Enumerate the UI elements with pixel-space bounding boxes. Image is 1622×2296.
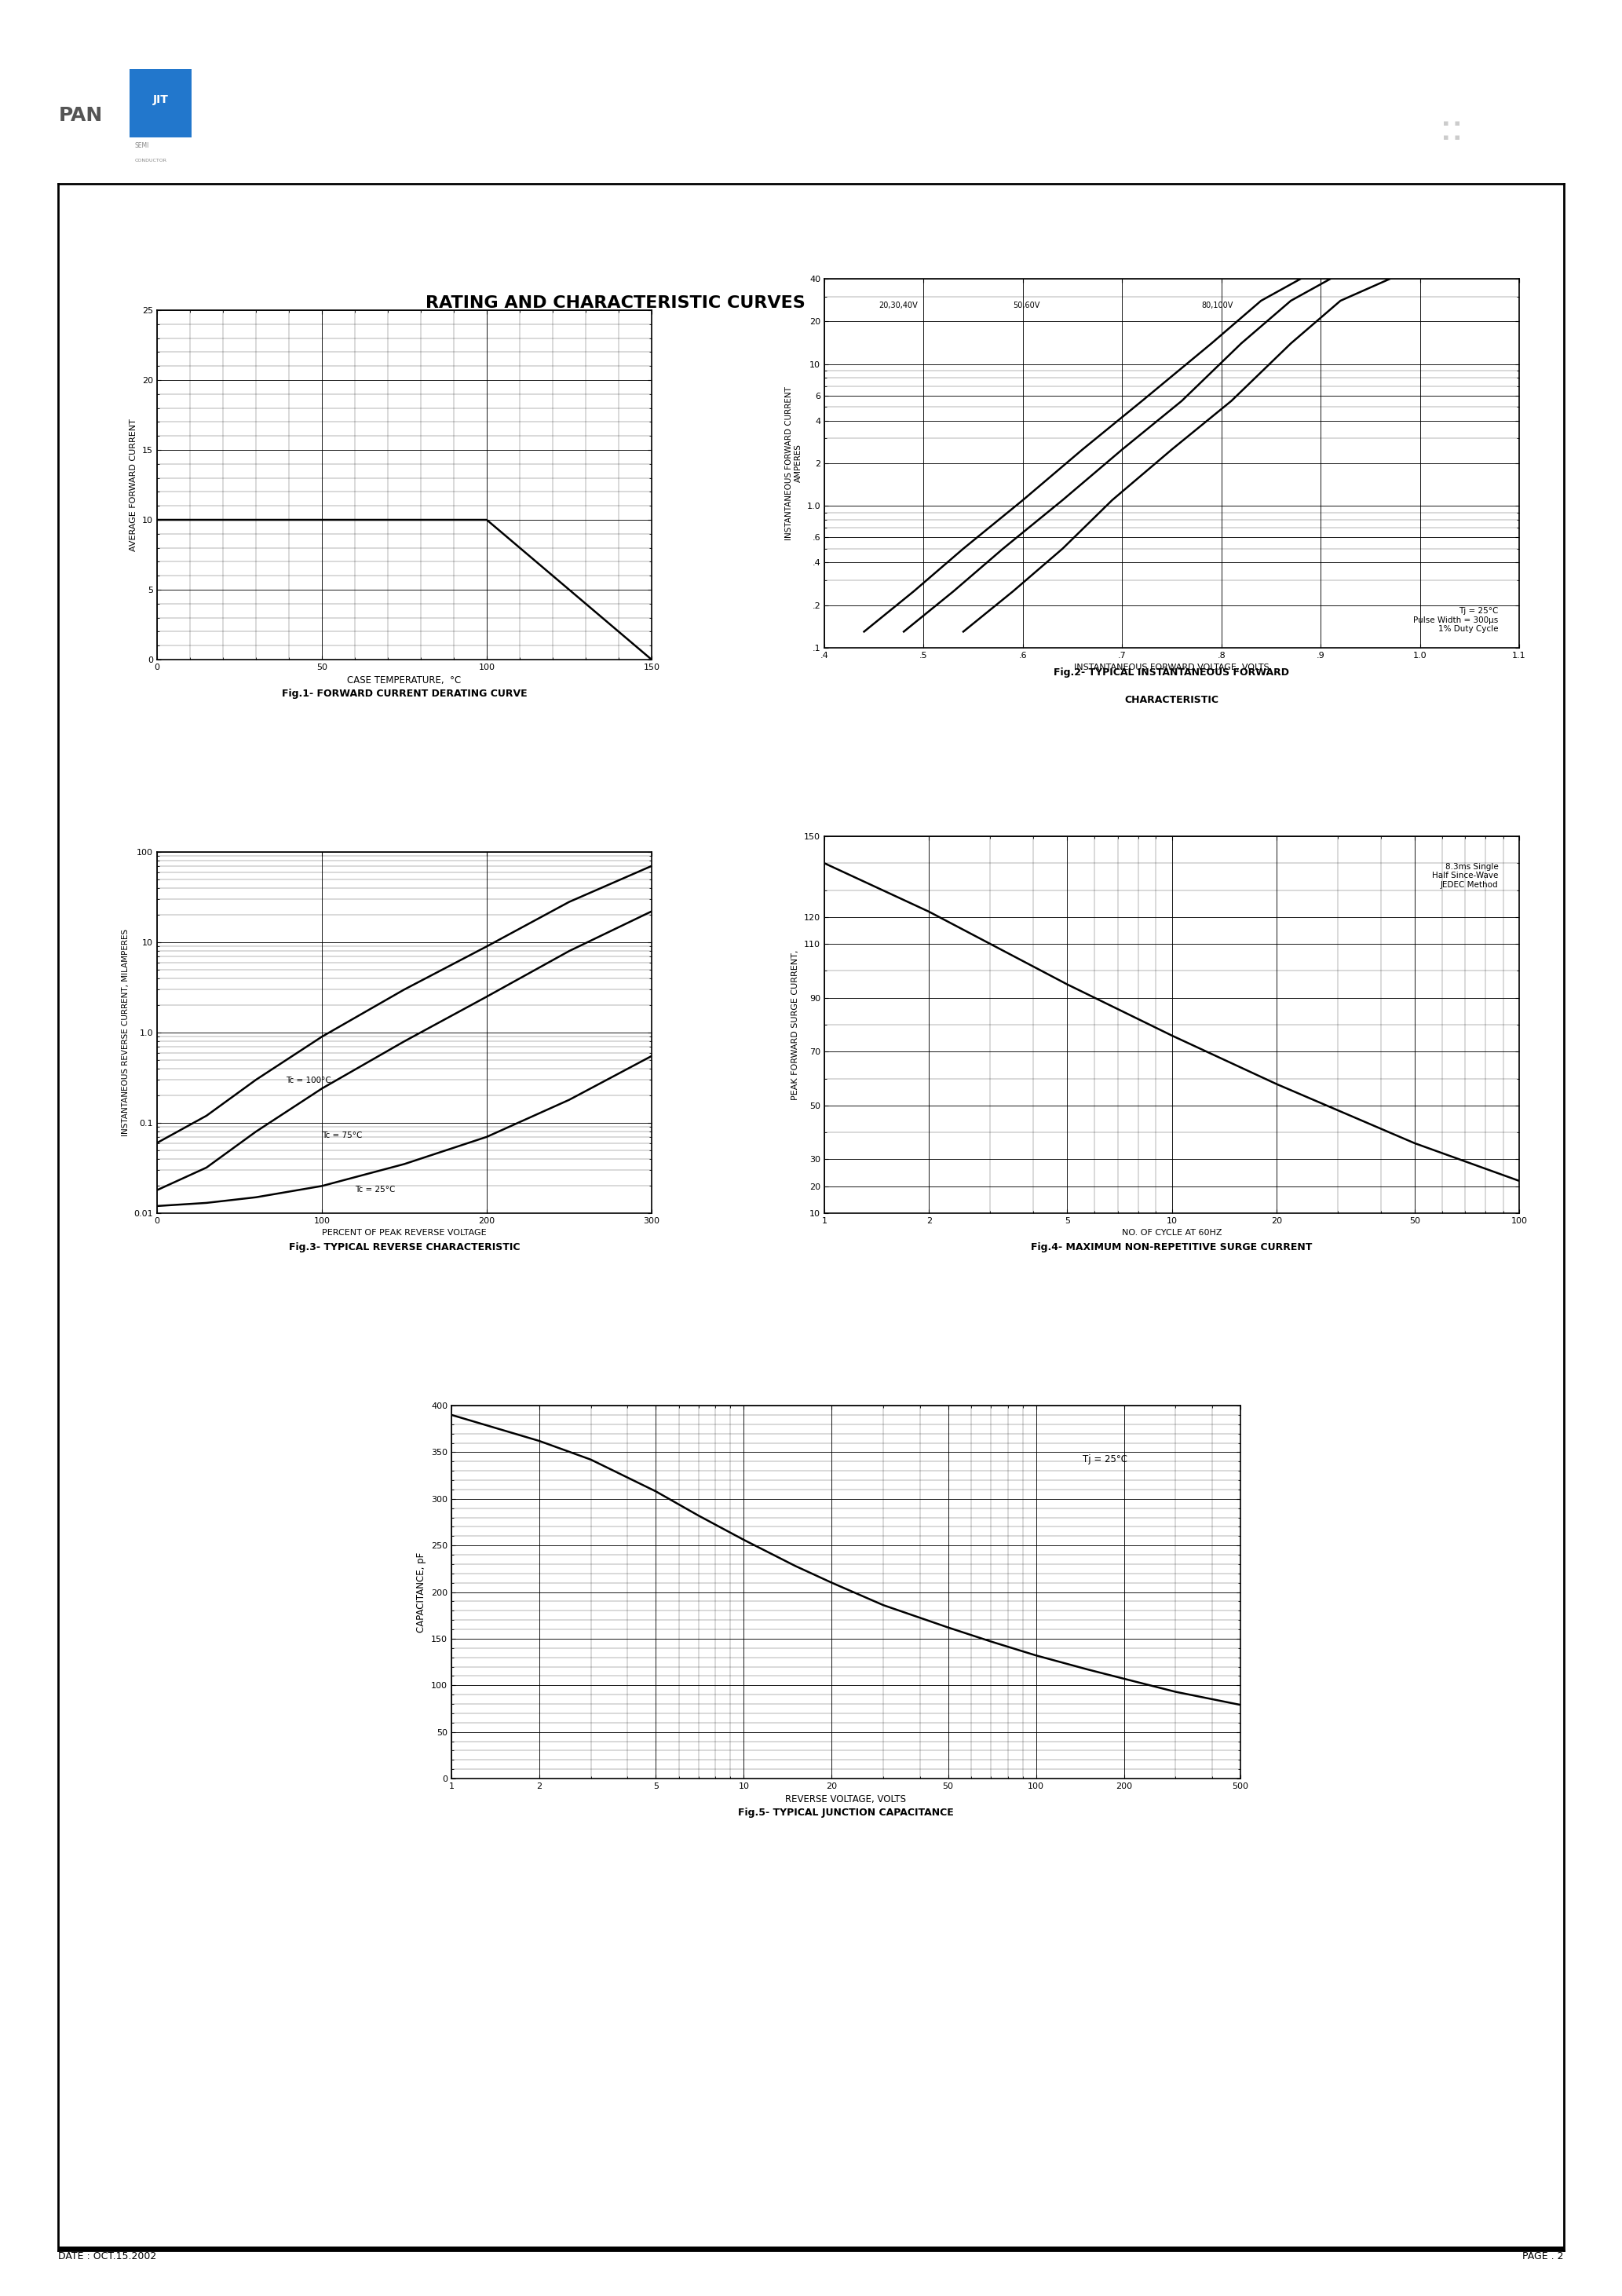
Text: Fig.3- TYPICAL REVERSE CHARACTERISTIC: Fig.3- TYPICAL REVERSE CHARACTERISTIC — [289, 1242, 521, 1251]
Y-axis label: AVERAGE FORWARD CURRENT: AVERAGE FORWARD CURRENT — [130, 418, 138, 551]
Text: Tc = 75°C: Tc = 75°C — [321, 1132, 362, 1139]
Text: DATE : OCT.15.2002: DATE : OCT.15.2002 — [58, 2252, 157, 2262]
Text: CHARACTERISTIC: CHARACTERISTIC — [1124, 696, 1218, 705]
Text: Fig.2- TYPICAL INSTANTANEOUS FORWARD: Fig.2- TYPICAL INSTANTANEOUS FORWARD — [1054, 668, 1289, 677]
X-axis label: REVERSE VOLTAGE, VOLTS: REVERSE VOLTAGE, VOLTS — [785, 1795, 907, 1805]
Text: JIT: JIT — [152, 94, 169, 106]
Text: 20,30,40V: 20,30,40V — [879, 301, 918, 310]
Text: Fig.4- MAXIMUM NON-REPETITIVE SURGE CURRENT: Fig.4- MAXIMUM NON-REPETITIVE SURGE CURR… — [1032, 1242, 1312, 1251]
X-axis label: INSTANTANEOUS FORWARD VOLTAGE, VOLTS: INSTANTANEOUS FORWARD VOLTAGE, VOLTS — [1074, 664, 1270, 673]
Text: 8.3ms Single
Half Since-Wave
JEDEC Method: 8.3ms Single Half Since-Wave JEDEC Metho… — [1432, 863, 1499, 889]
Y-axis label: CAPACITANCE, pF: CAPACITANCE, pF — [417, 1552, 427, 1632]
Text: Tj = 25°C
Pulse Width = 300μs
1% Duty Cycle: Tj = 25°C Pulse Width = 300μs 1% Duty Cy… — [1413, 606, 1499, 634]
Text: RATING AND CHARACTERISTIC CURVES: RATING AND CHARACTERISTIC CURVES — [425, 296, 805, 310]
Text: SEMI: SEMI — [135, 142, 149, 149]
Text: Tj = 25°C: Tj = 25°C — [1082, 1453, 1127, 1465]
Text: ▪  ▪
▪  ▪: ▪ ▪ ▪ ▪ — [1444, 119, 1460, 142]
Y-axis label: PEAK FORWARD SURGE CURRENT,: PEAK FORWARD SURGE CURRENT, — [792, 951, 800, 1100]
Text: PAGE . 2: PAGE . 2 — [1523, 2252, 1564, 2262]
Text: Fig.5- TYPICAL JUNCTION CAPACITANCE: Fig.5- TYPICAL JUNCTION CAPACITANCE — [738, 1807, 954, 1818]
Text: 50,60V: 50,60V — [1012, 301, 1040, 310]
Y-axis label: INSTANTANEOUS FORWARD CURRENT
AMPERES: INSTANTANEOUS FORWARD CURRENT AMPERES — [785, 386, 803, 540]
Y-axis label: INSTANTANEOUS REVERSE CURRENT, MILAMPERES: INSTANTANEOUS REVERSE CURRENT, MILAMPERE… — [122, 930, 130, 1137]
Text: PAN: PAN — [58, 106, 102, 124]
X-axis label: NO. OF CYCLE AT 60HZ: NO. OF CYCLE AT 60HZ — [1122, 1228, 1221, 1238]
Text: Tc = 100°C: Tc = 100°C — [285, 1077, 331, 1084]
Text: CONDUCTOR: CONDUCTOR — [135, 158, 167, 163]
X-axis label: PERCENT OF PEAK REVERSE VOLTAGE: PERCENT OF PEAK REVERSE VOLTAGE — [323, 1228, 487, 1238]
Text: 80,100V: 80,100V — [1202, 301, 1233, 310]
Text: Tc = 25°C: Tc = 25°C — [355, 1187, 396, 1194]
Text: Fig.1- FORWARD CURRENT DERATING CURVE: Fig.1- FORWARD CURRENT DERATING CURVE — [282, 689, 527, 698]
X-axis label: CASE TEMPERATURE,  °C: CASE TEMPERATURE, °C — [347, 675, 461, 687]
